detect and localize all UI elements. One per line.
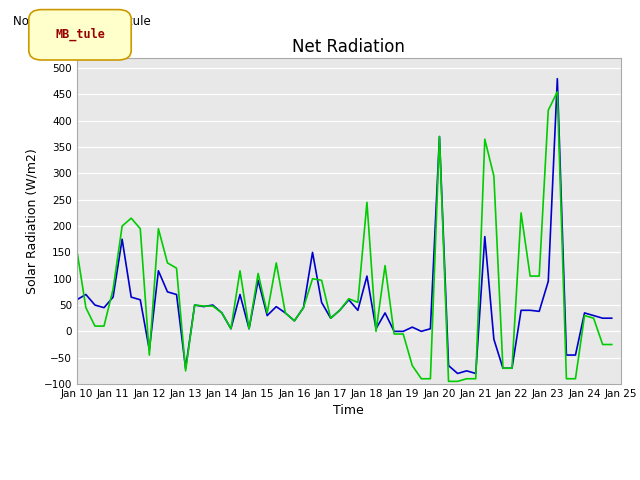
RNet_wat — [209, 302, 216, 308]
RNet_wat — [554, 76, 561, 82]
Title: Net Radiation: Net Radiation — [292, 38, 405, 56]
Text: No data for f_RNet_tule: No data for f_RNet_tule — [13, 14, 150, 27]
Rnet_4way — [209, 303, 216, 309]
RNet_wat — [408, 324, 416, 330]
RNet_wat — [245, 326, 253, 332]
RNet_wat — [73, 297, 81, 303]
Rnet_4way — [164, 260, 172, 266]
RNet_wat — [254, 277, 262, 283]
Rnet_4way — [227, 326, 235, 332]
Rnet_4way — [73, 247, 81, 252]
Rnet_4way — [445, 379, 452, 384]
RNet_wat — [454, 371, 461, 376]
Y-axis label: Solar Radiation (W/m2): Solar Radiation (W/m2) — [25, 148, 38, 294]
Line: Rnet_4way: Rnet_4way — [77, 92, 612, 382]
RNet_wat — [227, 326, 235, 332]
Line: RNet_wat: RNet_wat — [77, 79, 612, 373]
Rnet_4way — [408, 363, 416, 369]
Text: MB_tule: MB_tule — [55, 28, 105, 41]
Rnet_4way — [254, 271, 262, 276]
Rnet_4way — [245, 326, 253, 332]
RNet_wat — [164, 289, 172, 295]
Rnet_4way — [554, 89, 561, 95]
X-axis label: Time: Time — [333, 405, 364, 418]
Legend: RNet_wat, Rnet_4way: RNet_wat, Rnet_4way — [229, 479, 468, 480]
RNet_wat — [608, 315, 616, 321]
Rnet_4way — [608, 342, 616, 348]
